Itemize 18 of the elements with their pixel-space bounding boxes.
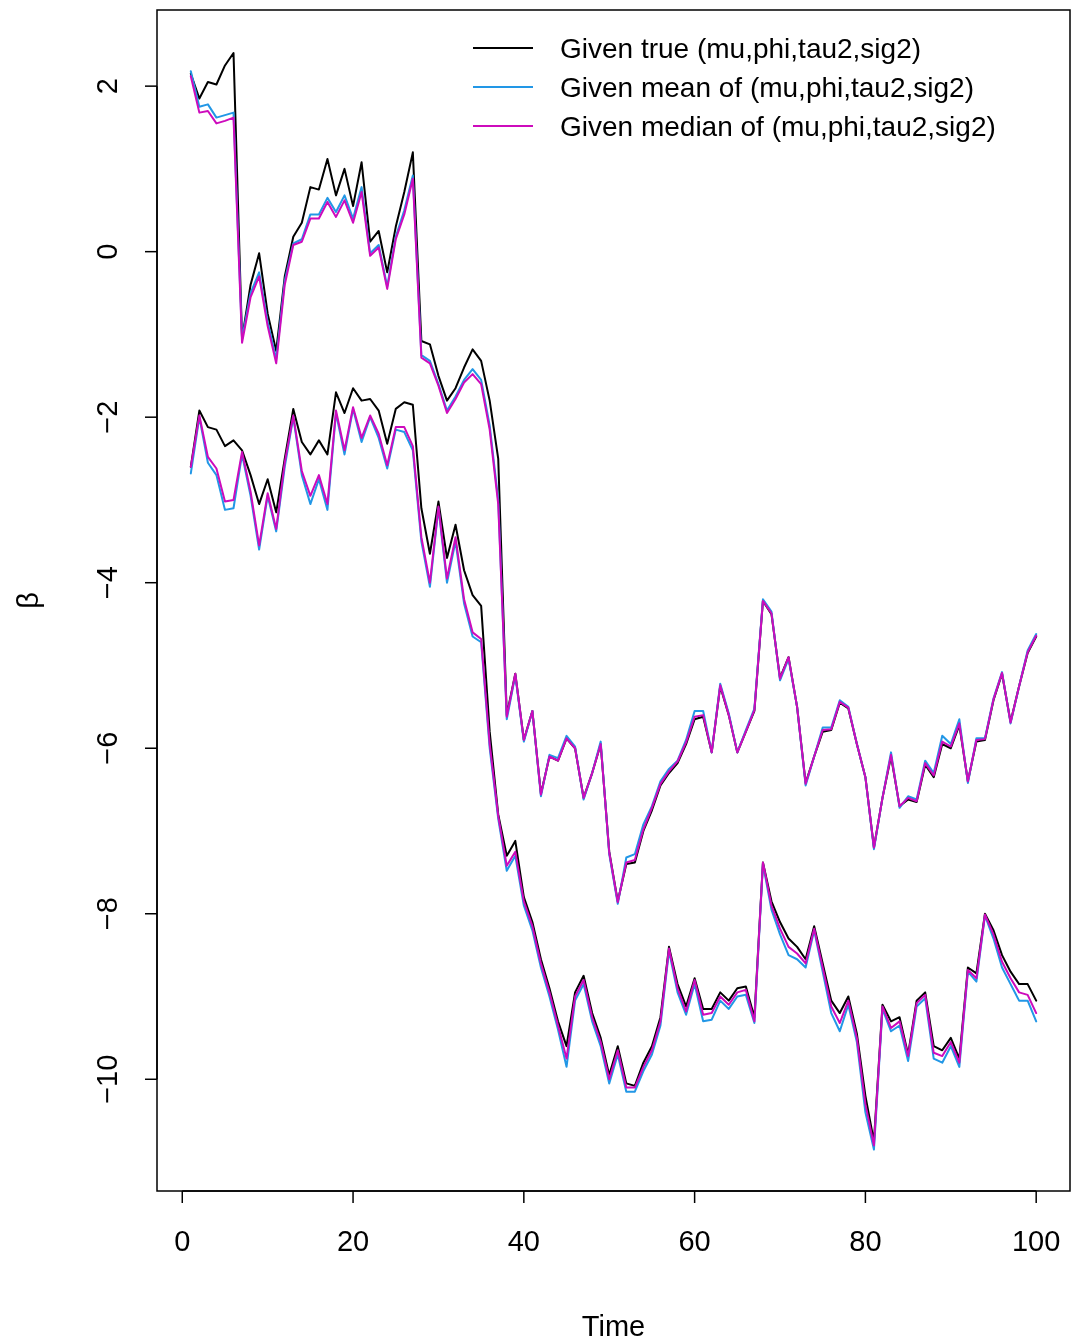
legend-label: Given true (mu,phi,tau2,sig2) bbox=[560, 32, 922, 64]
x-tick-label: 100 bbox=[1011, 1225, 1061, 1257]
y-tick-label: −8 bbox=[91, 897, 124, 931]
y-axis-title: β bbox=[12, 592, 45, 609]
y-tick-label: −2 bbox=[91, 400, 124, 434]
x-tick-label: 80 bbox=[849, 1225, 882, 1257]
legend-label: Given mean of (mu,phi,tau2,sig2) bbox=[560, 71, 974, 103]
x-tick-label: 20 bbox=[336, 1225, 370, 1257]
x-tick-label: 0 bbox=[174, 1225, 191, 1257]
x-tick-label: 40 bbox=[507, 1225, 540, 1257]
y-tick-label: 0 bbox=[91, 243, 124, 260]
y-tick-label: −6 bbox=[91, 731, 124, 765]
y-tick-label: −4 bbox=[91, 566, 124, 600]
legend-label: Given median of (mu,phi,tau2,sig2) bbox=[560, 110, 996, 142]
y-tick-label: 2 bbox=[91, 78, 124, 95]
y-tick-label: −10 bbox=[91, 1054, 124, 1104]
x-tick-label: 60 bbox=[678, 1225, 711, 1257]
x-axis-title: Time bbox=[581, 1310, 646, 1342]
